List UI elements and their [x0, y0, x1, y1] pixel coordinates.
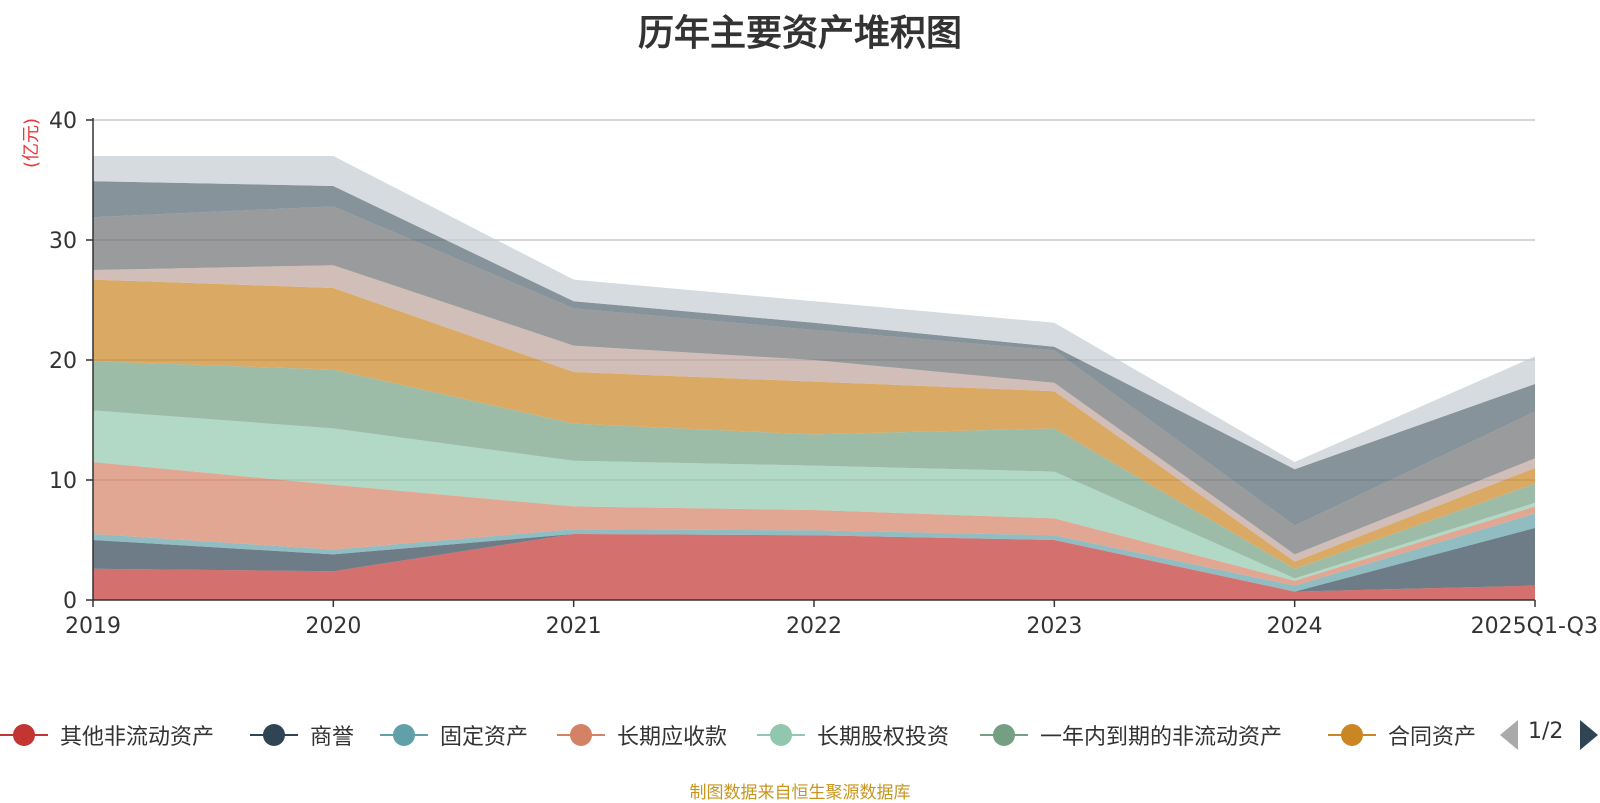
y-tick-label: 0 [63, 589, 77, 614]
legend-item[interactable]: 长期股权投资 [757, 705, 949, 765]
x-tick-label: 2023 [1026, 614, 1082, 639]
legend-label: 长期股权投资 [817, 725, 950, 750]
legend-swatch-icon [380, 720, 428, 750]
legend: 1/2 其他非流动资产 商誉 固定资产 长期应收款 长期股权投资 一年内到期的非流动资产 合… [0, 705, 1600, 765]
legend-item[interactable]: 其他非流动资产 [0, 705, 214, 765]
legend-label: 固定资产 [440, 725, 529, 750]
legend-item[interactable]: 商誉 [250, 705, 354, 765]
legend-swatch-icon [1328, 720, 1376, 750]
x-tick-label: 2021 [546, 614, 602, 639]
y-tick-label: 40 [49, 109, 77, 134]
area-series-1[interactable] [93, 534, 1535, 600]
area-layer [93, 156, 1535, 600]
area-series-9[interactable] [93, 206, 1535, 555]
area-series-6[interactable] [93, 361, 1535, 579]
area-series-7[interactable] [93, 279, 1535, 569]
x-tick-label: 2022 [786, 614, 842, 639]
area-series-11[interactable] [93, 156, 1535, 470]
x-tick-label: 2025Q1-Q3 [1471, 614, 1598, 639]
legend-label: 长期应收款 [617, 725, 728, 750]
area-series-2[interactable] [93, 528, 1535, 592]
legend-swatch-icon [980, 720, 1028, 750]
legend-page-indicator: 1/2 [1528, 719, 1564, 744]
y-axis-unit-label: (亿元) [21, 118, 42, 168]
legend-label: 合同资产 [1388, 725, 1477, 750]
legend-item[interactable]: 一年内到期的非流动资产 [980, 705, 1282, 765]
legend-swatch-icon [250, 720, 298, 750]
legend-swatch-icon [757, 720, 805, 750]
legend-item[interactable]: 固定资产 [380, 705, 528, 765]
legend-item[interactable]: 合同资产 [1328, 705, 1476, 765]
x-tick-label: 2020 [305, 614, 361, 639]
legend-prev-page-icon[interactable] [1500, 720, 1518, 750]
chart-plot: 0 10 20 30 40 2019 2020 2021 2022 2023 2024 2025Q1-… [21, 109, 1598, 639]
legend-label: 一年内到期的非流动资产 [1040, 725, 1283, 750]
source-note: 制图数据来自恒生聚源数据库 [689, 783, 911, 803]
legend-swatch-icon [0, 720, 48, 750]
axis-layer: 0 10 20 30 40 2019 2020 2021 2022 2023 2024 2025Q1-… [49, 109, 1598, 639]
legend-swatch-icon [557, 720, 605, 750]
y-tick-label: 20 [49, 349, 77, 374]
y-tick-label: 10 [49, 469, 77, 494]
chart-title: 历年主要资产堆积图 [637, 13, 962, 54]
area-series-4[interactable] [93, 462, 1535, 586]
legend-label: 其他非流动资产 [60, 725, 215, 750]
x-tick-label: 2024 [1267, 614, 1323, 639]
legend-label: 商誉 [310, 725, 355, 750]
legend-next-page-icon[interactable] [1580, 720, 1598, 750]
x-tick-label: 2019 [65, 614, 121, 639]
legend-item[interactable]: 长期应收款 [557, 705, 727, 765]
y-tick-label: 30 [49, 229, 77, 254]
area-series-5[interactable] [93, 410, 1535, 581]
